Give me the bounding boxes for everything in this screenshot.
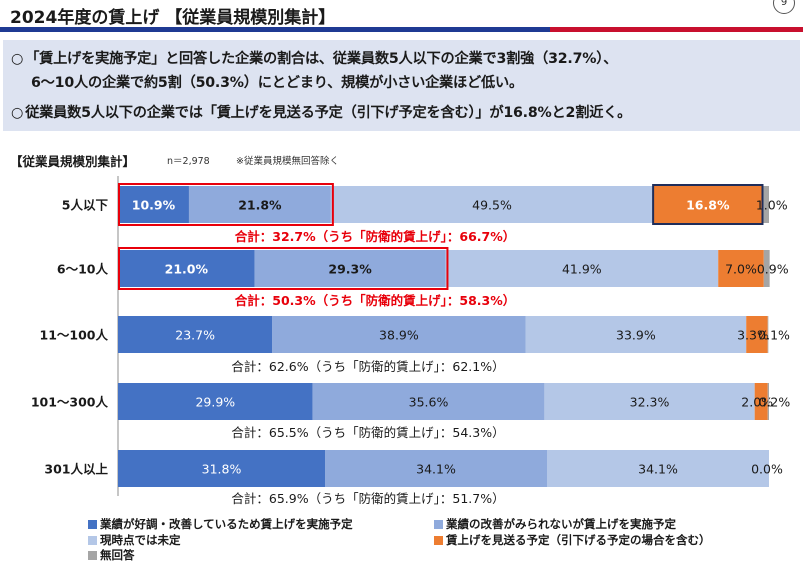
category-label-2: 11〜100人	[40, 328, 109, 343]
sample-size-note: n＝2,978	[167, 156, 210, 167]
bar-segment-0-4	[762, 186, 769, 223]
data-label-2-1: 38.9%	[379, 328, 419, 343]
summary-line-2: 6〜10人の企業で約5割（50.3%）にとどまり、規模が小さい企業ほど低い。	[31, 75, 523, 91]
data-label-0-0: 10.9%	[132, 198, 176, 213]
category-label-0: 5人以下	[62, 198, 109, 213]
page-title: 2024年度の賃上げ 【従業員規模別集計】	[10, 8, 336, 28]
data-label-3-2: 32.3%	[630, 395, 670, 410]
title-rule-blue	[0, 27, 550, 32]
bar-segment-3-2	[544, 383, 755, 420]
bar-segment-1-2	[445, 250, 719, 287]
bar-segment-1-3	[718, 250, 764, 287]
bar-segment-4-2	[547, 450, 769, 487]
bar-segment-3-0	[118, 383, 313, 420]
bar-segment-2-1	[272, 316, 526, 353]
data-label-1-0: 21.0%	[165, 262, 209, 277]
total-label-2: 合計：62.6%（うち「防衛的賃上げ」：62.1%）	[231, 359, 504, 374]
summary-text-3: 従業員数5人以下の企業では「賃上げを見送る予定（引下げ予定を含む）」が16.8%…	[25, 105, 632, 121]
bar-segment-4-1	[325, 450, 548, 487]
total-label-0: 合計：32.7%（うち「防衛的賃上げ」：66.7%）	[235, 229, 515, 244]
data-label-4-0: 31.8%	[202, 462, 242, 477]
summary-bullet-2: ○	[11, 105, 24, 121]
data-label-2-0: 23.7%	[175, 328, 215, 343]
bar-segment-4-0	[118, 450, 326, 487]
data-label-2-3: 3.3%	[737, 328, 769, 343]
bar-segment-2-4	[767, 316, 769, 353]
summary-text-1: 「賃上げを実施予定」と回答した企業の割合は、従業員数5人以下の企業で3割強（32…	[25, 51, 618, 67]
bar-segment-2-0	[118, 316, 273, 353]
data-label-1-3: 7.0%	[725, 262, 757, 277]
data-label-4-1: 34.1%	[416, 462, 456, 477]
data-label-3-0: 29.9%	[195, 395, 235, 410]
summary-line-3: ○ 従業員数5人以下の企業では「賃上げを見送る予定（引下げ予定を含む）」が16.8…	[11, 102, 631, 122]
bar-segment-0-0	[118, 186, 189, 223]
data-label-1-1: 29.3%	[328, 262, 372, 277]
exclusion-note: ※従業員規模無回答除く	[236, 156, 339, 167]
summary-bullet-1: ○	[11, 51, 24, 67]
bar-segment-3-1	[312, 383, 545, 420]
data-label-0-2: 49.5%	[472, 198, 512, 213]
summary-box: ○ 「賃上げを実施予定」と回答した企業の割合は、従業員数5人以下の企業で3割強（3…	[3, 40, 800, 131]
total-label-4: 合計：65.9%（うち「防衛的賃上げ」：51.7%）	[231, 491, 504, 506]
section-header: 【従業員規模別集計】	[10, 154, 136, 169]
bar-segment-2-3	[746, 316, 768, 353]
data-label-2-2: 33.9%	[616, 328, 656, 343]
bar-segment-3-4	[767, 383, 769, 420]
data-label-4-4: 0.0%	[751, 462, 783, 477]
data-label-0-1: 21.8%	[238, 198, 282, 213]
title-rule-red	[550, 27, 803, 32]
bar-segment-1-4	[763, 250, 770, 287]
data-label-1-2: 41.9%	[562, 262, 602, 277]
data-label-3-4: 0.2%	[758, 395, 790, 410]
data-label-0-3: 16.8%	[686, 198, 730, 213]
category-label-3: 101〜300人	[31, 395, 109, 410]
bar-segment-0-1	[188, 186, 331, 223]
category-label-1: 6〜10人	[57, 262, 109, 277]
category-label-4: 301人以上	[44, 462, 108, 477]
highlight-box-forgo-raise	[652, 184, 764, 225]
summary-line-1: ○ 「賃上げを実施予定」と回答した企業の割合は、従業員数5人以下の企業で3割強（3…	[11, 48, 617, 68]
total-label-3: 合計：65.5%（うち「防衛的賃上げ」：54.3%）	[231, 425, 504, 440]
bar-segment-2-2	[525, 316, 747, 353]
bar-segment-1-0	[118, 250, 255, 287]
bar-segment-0-2	[330, 186, 654, 223]
data-label-1-4: 0.9%	[757, 262, 789, 277]
data-label-2-4: 0.1%	[758, 328, 790, 343]
highlight-box-implemented-1	[118, 247, 449, 290]
data-label-0-4: 1.0%	[756, 198, 788, 213]
bar-segment-1-1	[254, 250, 446, 287]
data-label-3-3: 2.0%	[741, 395, 773, 410]
data-label-4-2: 34.1%	[638, 462, 678, 477]
bar-segment-3-3	[754, 383, 768, 420]
highlight-box-implemented-0	[118, 183, 334, 226]
total-label-1: 合計：50.3%（うち「防衛的賃上げ」：58.3%）	[235, 293, 515, 308]
bar-segment-0-3	[653, 186, 763, 223]
data-label-3-1: 35.6%	[409, 395, 449, 410]
